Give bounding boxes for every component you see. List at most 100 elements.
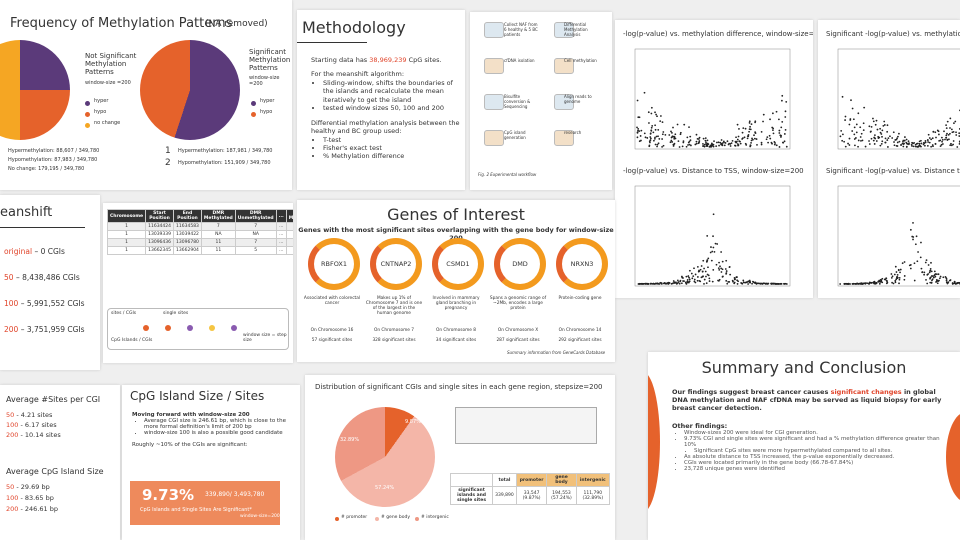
plot-dot	[687, 281, 690, 284]
plot-dot	[932, 145, 934, 148]
plot-dot	[696, 276, 699, 278]
plot-dot	[702, 259, 705, 262]
plot-dot	[947, 281, 950, 284]
plot-dot	[752, 280, 754, 283]
plot-dot	[705, 142, 707, 145]
bullet: As absolute distance to TSS increased, t…	[684, 454, 942, 460]
plot-dot	[857, 283, 859, 285]
plot-dot	[908, 142, 910, 144]
bullet: window-size 100 is also a possible good …	[144, 430, 292, 436]
plot-dot	[712, 246, 715, 249]
plot-dot	[935, 136, 937, 139]
plot-dot	[694, 143, 697, 146]
plot-dot	[638, 116, 641, 119]
plot-dot	[778, 132, 781, 134]
plot-dot	[636, 131, 639, 134]
plot-dot	[946, 138, 949, 141]
plot-dot	[741, 131, 744, 134]
plot-dot	[649, 136, 652, 138]
plot-dot	[756, 143, 758, 146]
plot-dot	[744, 142, 747, 145]
plot-dot	[709, 145, 712, 148]
plot-dot	[926, 139, 929, 141]
plot-dot	[924, 261, 927, 264]
plot-dot	[945, 124, 947, 127]
plot-dot	[840, 129, 843, 132]
header-cell: DMR Methylated	[200, 209, 236, 223]
step-label: cfDNA isolation	[504, 58, 535, 63]
plot-dot	[703, 145, 706, 148]
plot-dot	[664, 282, 666, 285]
plot-dot	[748, 120, 751, 123]
plot-dot	[705, 275, 707, 278]
table-cell: NA	[234, 230, 277, 239]
plot-dot	[755, 282, 758, 285]
plot-image	[837, 185, 960, 287]
plot-dot	[926, 282, 929, 285]
plot-dot	[664, 133, 667, 136]
slide-workflow: Collect NAF from 6 healthy & 5 BC patien…	[470, 12, 612, 190]
plot-dot	[716, 243, 719, 245]
plot-dot	[636, 136, 639, 139]
gene-description: Makes up 1% of Chromosome 7 and is one o…	[365, 296, 423, 316]
window-size: 100	[6, 421, 19, 429]
diagram-label: window size = step size	[243, 333, 287, 343]
header-cell: DMR Unmethylated	[234, 209, 277, 223]
step-icon	[484, 58, 504, 74]
plot-dot	[872, 139, 875, 142]
table-cell: 7	[234, 238, 277, 247]
plot-dot	[847, 282, 850, 285]
plot-dot	[893, 141, 895, 143]
plot-dot	[928, 271, 931, 274]
plot-dot	[717, 267, 720, 270]
plot-dot	[910, 143, 913, 146]
plot-dot	[674, 133, 677, 136]
plot-dot	[673, 281, 676, 284]
pie-subtitle: window-size =200	[249, 75, 280, 87]
table-cell: significant islands and single sites	[449, 486, 494, 505]
plot-dot	[844, 145, 847, 148]
plot-dot	[853, 133, 856, 136]
plot-dot	[654, 143, 657, 146]
table-cell: 111,790 (32.89%)	[575, 486, 611, 505]
plot-dot	[868, 143, 871, 145]
plot-dot	[953, 280, 956, 283]
table-cell: NA	[285, 238, 293, 247]
plot-dot	[878, 136, 881, 139]
header-cell: intergenic	[575, 473, 611, 487]
plot-dot	[703, 143, 706, 146]
gene-sites: 287 significant sites	[496, 338, 540, 343]
plot-dot	[674, 137, 677, 140]
plot-dot	[656, 115, 658, 118]
plot-dot	[750, 139, 753, 142]
gene-description: Spans a genomic range of ~2Mb, encodes a…	[489, 296, 547, 311]
plot-dot	[681, 276, 684, 279]
plot-dot	[742, 279, 745, 282]
distribution-table: total promoter gene body intergenic signific…	[449, 473, 611, 505]
plot-dot	[853, 126, 856, 129]
plot-dot	[649, 139, 652, 142]
text: CpG sites.	[408, 56, 442, 64]
plot-dot	[750, 142, 752, 144]
plot-dot	[714, 242, 717, 245]
plot-dot	[751, 282, 753, 285]
plot-dot	[653, 137, 656, 140]
slide-plots: -log(p-value) vs. methylation difference…	[615, 20, 813, 298]
bullet-list: T-testFisher's exact test% Methylation d…	[311, 136, 461, 161]
pie-title: Not Significant Methylation Patterns	[85, 52, 137, 76]
heading: Average #Sites per CGI	[6, 395, 101, 404]
plot-dot	[753, 134, 755, 137]
plot-dot	[747, 283, 750, 285]
plot-dot	[643, 132, 646, 135]
plot-dot	[717, 279, 719, 282]
plot-dot	[673, 142, 676, 145]
window-size: 50	[6, 483, 15, 491]
bullet: Average CGI size is 246.61 bp, which is …	[144, 418, 292, 430]
plot-dot	[948, 138, 950, 141]
plot-dot	[909, 228, 912, 231]
pie	[0, 40, 70, 140]
plot-dot	[892, 131, 895, 134]
plot-dot	[946, 282, 949, 285]
accent-circle	[648, 372, 660, 512]
heading: Other findings:	[672, 422, 728, 430]
